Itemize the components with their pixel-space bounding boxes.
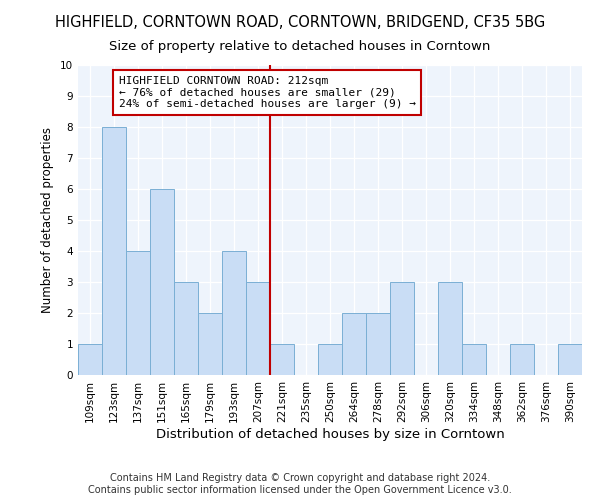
Bar (438, 282, 462, 375)
Text: HIGHFIELD, CORNTOWN ROAD, CORNTOWN, BRIDGEND, CF35 5BG: HIGHFIELD, CORNTOWN ROAD, CORNTOWN, BRID… (55, 15, 545, 30)
Bar (246, 282, 270, 375)
Bar (222, 251, 246, 375)
Bar (126, 251, 150, 375)
Bar (390, 282, 414, 375)
Bar (102, 127, 126, 375)
Bar (198, 313, 222, 375)
Bar (462, 344, 486, 375)
Bar (270, 344, 294, 375)
Bar (342, 313, 366, 375)
Bar (174, 282, 198, 375)
Text: Contains HM Land Registry data © Crown copyright and database right 2024.
Contai: Contains HM Land Registry data © Crown c… (88, 474, 512, 495)
Bar (150, 189, 174, 375)
Bar (78, 344, 102, 375)
Bar (318, 344, 342, 375)
Y-axis label: Number of detached properties: Number of detached properties (41, 127, 55, 313)
Bar (366, 313, 390, 375)
Text: Size of property relative to detached houses in Corntown: Size of property relative to detached ho… (109, 40, 491, 53)
Bar (510, 344, 534, 375)
X-axis label: Distribution of detached houses by size in Corntown: Distribution of detached houses by size … (155, 428, 505, 440)
Text: HIGHFIELD CORNTOWN ROAD: 212sqm
← 76% of detached houses are smaller (29)
24% of: HIGHFIELD CORNTOWN ROAD: 212sqm ← 76% of… (119, 76, 416, 109)
Bar (558, 344, 582, 375)
